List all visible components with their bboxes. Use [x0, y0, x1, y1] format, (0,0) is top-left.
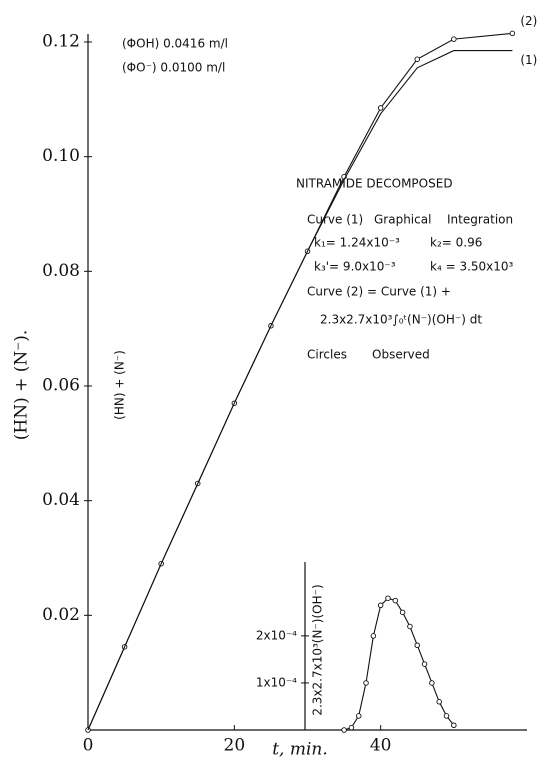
y-tick-label: 0.08 [42, 261, 80, 281]
curve [87, 50, 513, 731]
marker [377, 602, 384, 609]
curve [343, 597, 455, 731]
marker [341, 727, 347, 733]
marker [392, 597, 399, 604]
annotation: (HN) + (N⁻) [113, 350, 127, 420]
marker [348, 724, 355, 731]
y-tick-label: 2x10⁻⁴ [256, 628, 297, 642]
curve-label: (1) [520, 53, 537, 67]
x-tick-label: 40 [370, 736, 392, 756]
marker [363, 680, 369, 686]
marker [429, 680, 435, 686]
annotation: Curve (1) [307, 213, 363, 227]
y-tick-label: 0.04 [42, 490, 80, 510]
y-tick-label: 0.12 [42, 32, 80, 52]
annotation: k₃'= 9.0x10⁻³ [314, 260, 396, 274]
curve-label: (2) [520, 14, 537, 28]
annotation: (ΦO⁻) 0.0100 m/l [122, 61, 225, 75]
marker [370, 633, 377, 639]
x-tick-label: 0 [83, 736, 94, 756]
annotation: k₂= 0.96 [430, 236, 482, 250]
marker [443, 713, 450, 719]
y-tick-label: 1x10⁻⁴ [256, 675, 297, 689]
marker [399, 609, 406, 616]
y-tick-label: 0.10 [42, 146, 80, 166]
annotation: k₄ = 3.50x10³ [430, 260, 514, 274]
annotation: 2.3x2.7x10³∫₀ᵗ(N⁻)(OH⁻) dt [320, 313, 482, 327]
marker [509, 30, 516, 37]
marker [421, 661, 428, 667]
annotation: k₁= 1.24x10⁻³ [314, 236, 400, 250]
annotation: Curve (2) = Curve (1) + [307, 285, 451, 299]
y-tick-label: 0.06 [42, 376, 80, 396]
marker [414, 56, 421, 62]
marker [377, 105, 384, 111]
x-axis-label: t, min. [272, 740, 328, 760]
marker [436, 699, 442, 705]
inset-y-axis-label: 2.3x2.7x10³(N⁻)(OH⁻) [311, 584, 325, 715]
curve [87, 32, 513, 731]
marker [451, 36, 457, 42]
marker [451, 722, 457, 729]
y-tick-label: 0.02 [42, 605, 80, 625]
annotation: Observed [372, 348, 430, 362]
annotation: Circles [307, 348, 347, 362]
marker [385, 595, 391, 601]
annotation: NITRAMIDE DECOMPOSED [296, 177, 453, 191]
y-axis-label: (HN) + (N⁻). [12, 330, 32, 441]
marker [355, 713, 362, 719]
annotation: (ΦOH) 0.0416 m/l [122, 37, 228, 51]
marker [414, 642, 421, 649]
annotation: Integration [447, 213, 513, 227]
marker [407, 623, 413, 630]
x-tick-label: 20 [224, 736, 246, 756]
annotation: Graphical [374, 213, 431, 227]
